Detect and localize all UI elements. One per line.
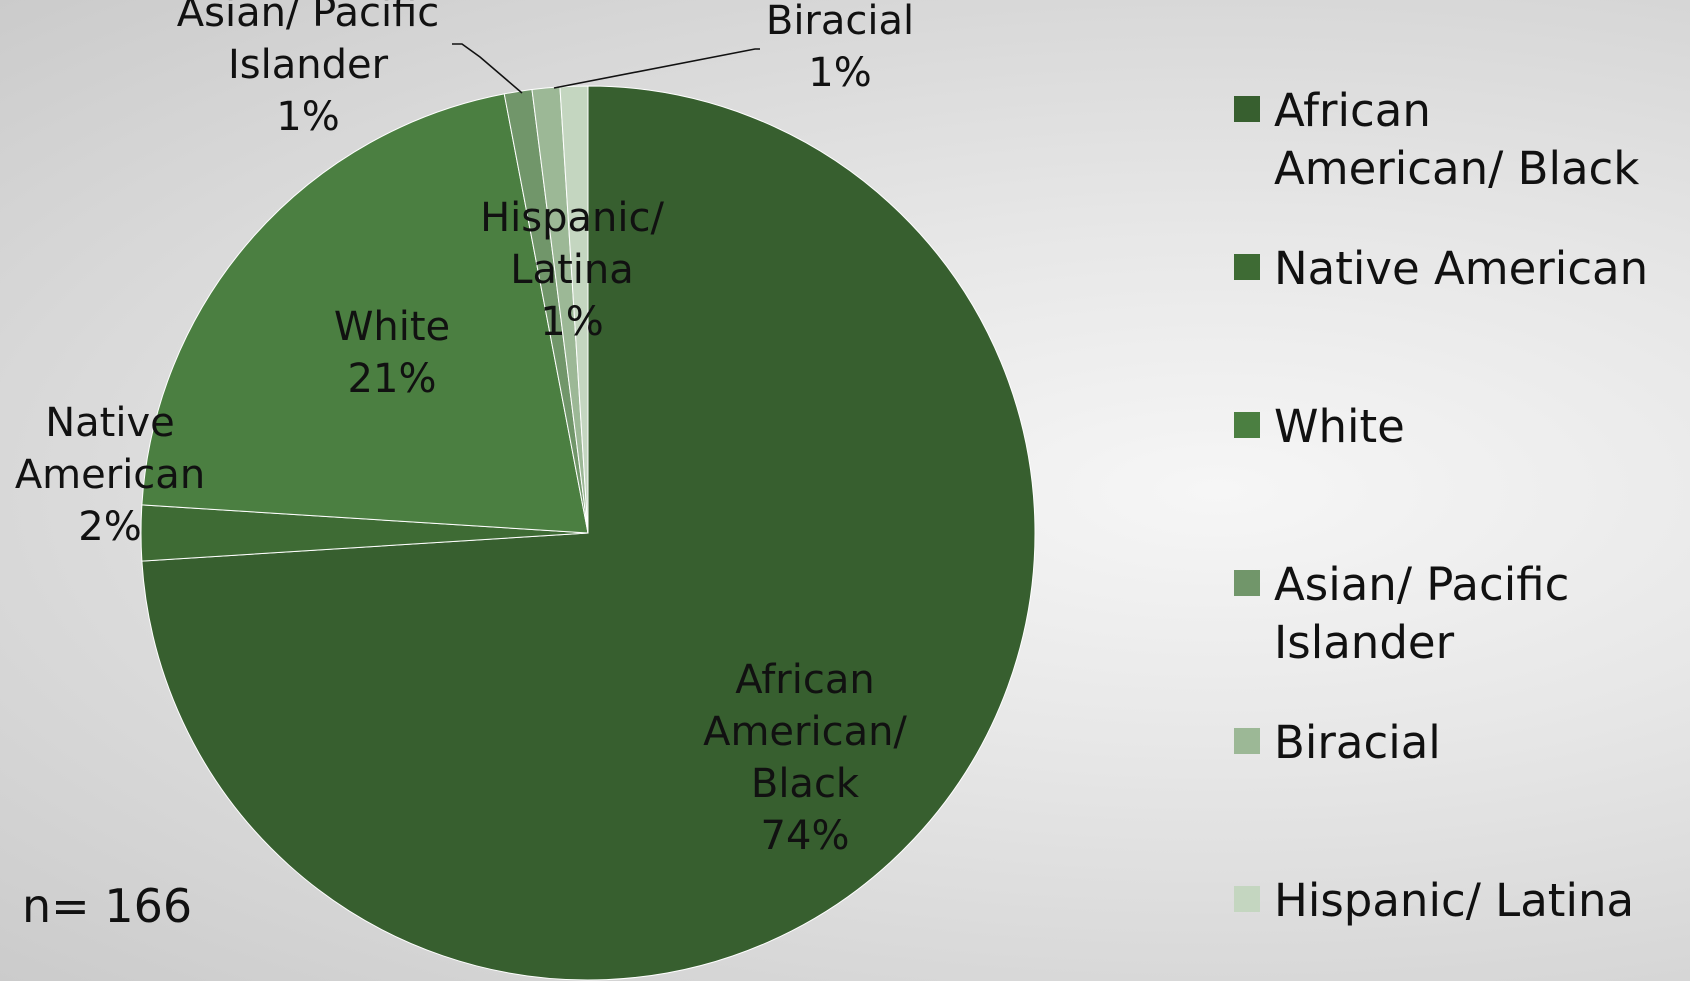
legend-label-biracial: Biracial: [1274, 716, 1441, 769]
leader-line-asian-pacific-islander: [452, 43, 523, 94]
legend-swatch-african-american-black: [1234, 96, 1260, 122]
pie-slices: [140, 85, 1036, 981]
legend-swatch-native-american: [1234, 254, 1260, 280]
legend: African American/ Black Native American Whi…: [1234, 84, 1648, 927]
legend-label-african-american-black: African American/ Black: [1274, 84, 1639, 195]
data-label-white: White 21%: [334, 304, 450, 402]
legend-swatch-white: [1234, 412, 1260, 438]
data-label-native-american: Native American 2%: [15, 400, 205, 550]
legend-swatch-hispanic-latina: [1234, 886, 1260, 912]
data-label-biracial: Biracial 1%: [766, 0, 914, 96]
leader-lines: [452, 43, 760, 94]
legend-label-asian-pacific-islander: Asian/ Pacific Islander: [1274, 558, 1569, 669]
legend-label-hispanic-latina: Hispanic/ Latina: [1274, 874, 1634, 927]
sample-size-note: n= 166: [22, 879, 192, 933]
data-label-african-american-black: African American/Black 74%: [703, 657, 907, 859]
leader-line-biracial: [553, 48, 760, 89]
data-label-asian-pacific-islander: Asian/ Pacific Islander 1%: [177, 0, 440, 140]
pie-slice-white: [141, 93, 589, 534]
legend-swatch-biracial: [1234, 728, 1260, 754]
data-labels: African American/Black 74% Native American 2%…: [15, 0, 914, 859]
data-label-hispanic-latina: Hispanic/Latina 1%: [480, 195, 664, 345]
legend-label-native-american: Native American: [1274, 242, 1648, 295]
legend-label-white: White: [1274, 400, 1405, 453]
legend-swatch-asian-pacific-islander: [1234, 570, 1260, 596]
